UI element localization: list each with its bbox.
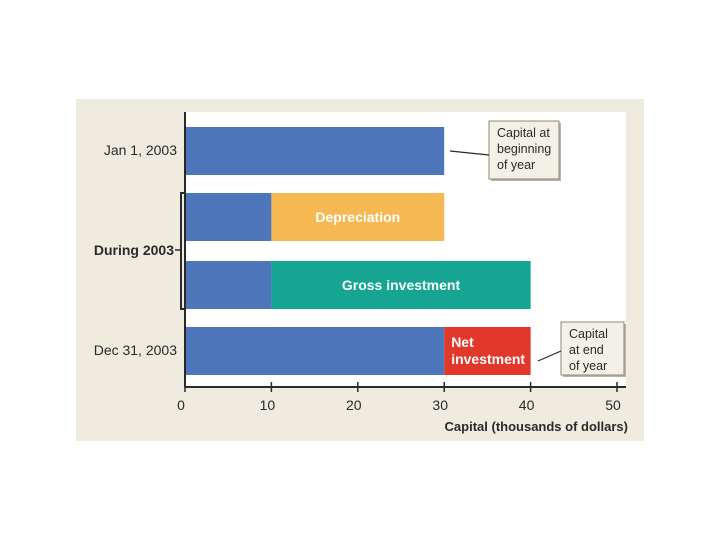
- annotation-capital-beginning-leader: [449, 150, 490, 156]
- annotation-capital-beginning-text: Capital at beginning of year: [497, 126, 551, 172]
- bar-capital-row-3: [185, 261, 272, 309]
- x-tick-label-50: 50: [605, 397, 621, 413]
- x-tick-label-10: 10: [260, 397, 276, 413]
- bar-gross-investment: [271, 261, 531, 309]
- annotation-capital-end-box: [560, 321, 625, 376]
- row-label-dec-2003: Dec 31, 2003: [94, 342, 177, 358]
- x-tick-label-30: 30: [432, 397, 448, 413]
- segment-label-net-investment: Net investment: [451, 334, 525, 367]
- annotation-capital-end-leader: [537, 350, 562, 362]
- bar-capital-row-4: [185, 327, 445, 375]
- x-tick-label-20: 20: [346, 397, 362, 413]
- x-tick-label-0: 0: [177, 397, 185, 413]
- x-tick-label-40: 40: [519, 397, 535, 413]
- annotation-capital-end-text: Capital at end of year: [569, 327, 608, 373]
- x-axis-title: Capital (thousands of dollars): [445, 419, 628, 434]
- bar-capital-row-2: [185, 193, 272, 241]
- annotation-capital-beginning-box: [488, 120, 560, 180]
- capital-bar-chart: Depreciation Gross investment Net investmen…: [76, 99, 644, 441]
- group-bracket: [180, 192, 186, 310]
- row-label-during-2003: During 2003: [94, 242, 174, 258]
- bar-capital-row-1: [185, 127, 445, 175]
- chart-figure: Depreciation Gross investment Net investmen…: [76, 99, 644, 441]
- row-label-jan-2003: Jan 1, 2003: [104, 142, 177, 158]
- bar-net-investment: [444, 327, 531, 375]
- segment-label-depreciation: Depreciation: [315, 209, 400, 225]
- segment-label-gross-investment: Gross investment: [342, 277, 461, 293]
- bar-depreciation: [271, 193, 445, 241]
